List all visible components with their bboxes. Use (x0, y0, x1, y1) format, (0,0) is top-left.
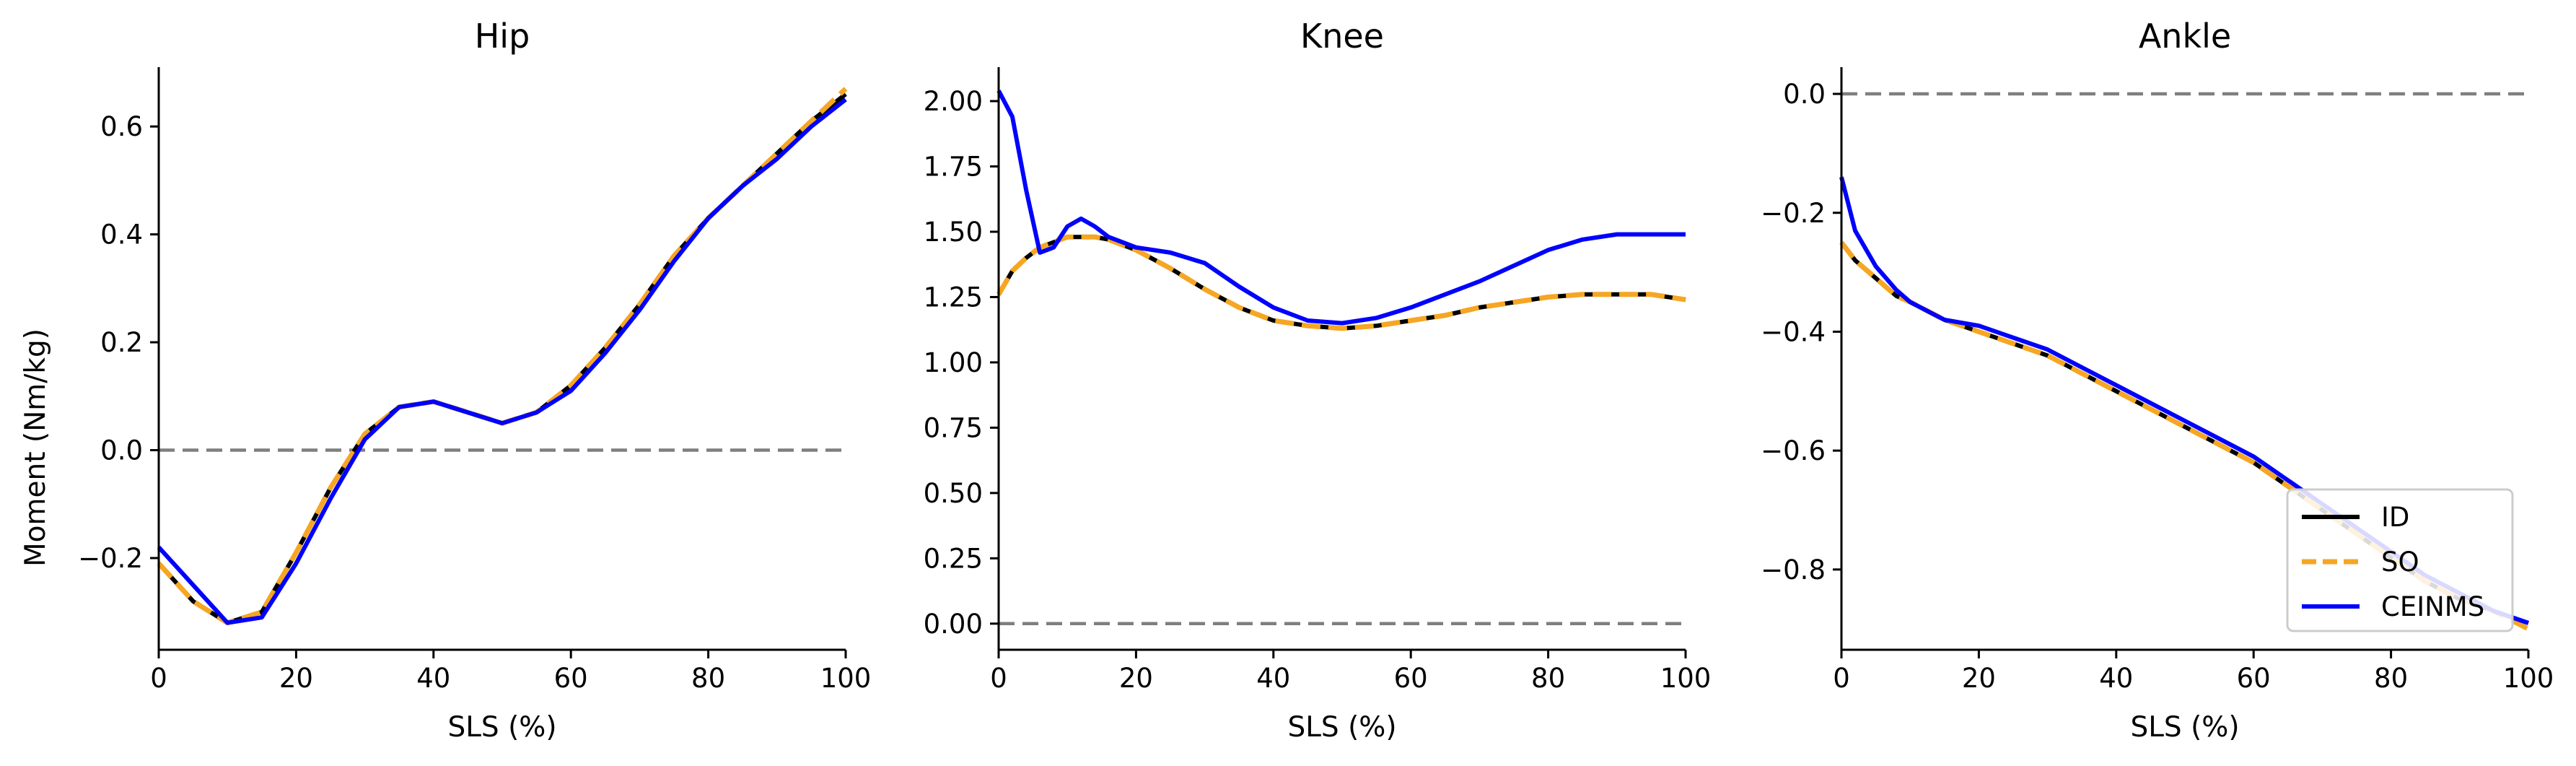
hip-y-tick-label: 0.4 (100, 219, 143, 251)
ankle-x-tick-label: 80 (2374, 663, 2408, 694)
hip-x-tick-label: 100 (820, 663, 872, 694)
ankle-y-tick-label: −0.4 (1761, 316, 1826, 347)
ankle-y-tick-label: −0.6 (1761, 435, 1826, 466)
ankle-panel: 0 20 40 60 80 100 −0.8 −0.6 −0.4 −0.2 0.0 Ankle SLS … (1761, 17, 2554, 744)
knee-x-tick-label: 100 (1660, 663, 1712, 694)
knee-y-tick-label: 0.75 (924, 412, 983, 443)
knee-series-ceinms-line (996, 90, 1686, 326)
hip-series-ceinms-line (157, 97, 847, 625)
ankle-x-tick-label: 40 (2099, 663, 2133, 694)
ankle-y-tick-label: 0.0 (1783, 79, 1826, 110)
knee-x-tick-label: 0 (990, 663, 1007, 694)
legend-label-id: ID (2381, 502, 2409, 533)
hip-x-axis-label: SLS (%) (447, 711, 556, 744)
hip-y-tick-label: 0.0 (100, 435, 143, 466)
knee-x-tick-label: 40 (1256, 663, 1290, 694)
figure-ylabel: Moment (Nm/kg) (19, 328, 52, 567)
knee-y-tick-label: 0.00 (924, 609, 983, 640)
knee-y-tick-label: 0.50 (924, 478, 983, 509)
hip-y-tick-label: −0.2 (78, 543, 143, 574)
knee-x-tick-label: 80 (1531, 663, 1565, 694)
legend: ID SO CEINMS (2286, 488, 2514, 632)
hip-x-tick-label: 0 (150, 663, 167, 694)
knee-y-tick-label: 1.25 (924, 282, 983, 313)
hip-x-tick-label: 20 (279, 663, 313, 694)
knee-x-tick-label: 20 (1119, 663, 1153, 694)
knee-y-tick-label: 1.00 (924, 347, 983, 378)
knee-x-axis-label: SLS (%) (1287, 711, 1396, 744)
knee-y-tick-label: 1.50 (924, 217, 983, 248)
legend-label-ceinms: CEINMS (2381, 591, 2484, 622)
knee-y-tick-label: 1.75 (924, 152, 983, 183)
ankle-x-tick-label: 0 (1833, 663, 1850, 694)
ankle-y-tick-label: −0.8 (1761, 554, 1826, 586)
ankle-panel-title: Ankle (2139, 17, 2231, 56)
ankle-x-tick-label: 20 (1962, 663, 1996, 694)
hip-panel: 0 20 40 60 80 100 −0.2 0.0 0.2 0.4 0.6 Hip SLS (%) (78, 17, 871, 744)
legend-label-so: SO (2381, 547, 2419, 578)
hip-x-tick-label: 80 (691, 663, 725, 694)
ankle-x-tick-label: 60 (2237, 663, 2271, 694)
knee-y-tick-label: 2.00 (924, 86, 983, 117)
ankle-x-tick-label: 100 (2503, 663, 2554, 694)
ankle-y-tick-label: −0.2 (1761, 198, 1826, 229)
hip-y-tick-label: 0.2 (100, 327, 143, 358)
hip-x-tick-label: 40 (416, 663, 450, 694)
knee-panel-title: Knee (1300, 17, 1384, 56)
hip-y-tick-label: 0.6 (100, 111, 143, 142)
hip-panel-title: Hip (475, 17, 530, 56)
legend-box (2286, 488, 2514, 632)
ankle-x-axis-label: SLS (%) (2130, 711, 2239, 744)
knee-panel: 0 20 40 60 80 100 0.00 0.25 0.50 0.75 1.00 1.25 1.50… (924, 17, 1712, 744)
knee-y-tick-label: 0.25 (924, 543, 983, 574)
hip-x-tick-label: 60 (554, 663, 588, 694)
knee-x-tick-label: 60 (1394, 663, 1428, 694)
